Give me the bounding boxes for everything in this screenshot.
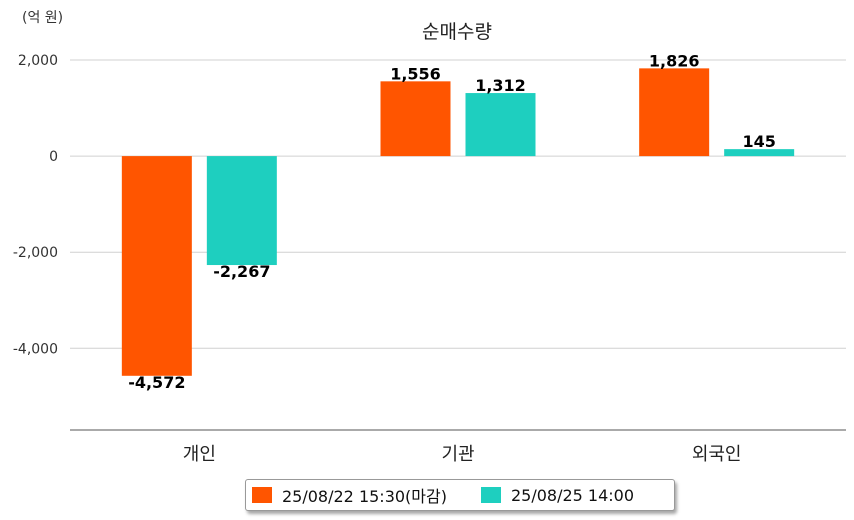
data-label: -4,572: [128, 373, 185, 392]
legend-label: 25/08/22 15:30(마감): [282, 487, 447, 506]
chart-title: 순매수량: [422, 21, 492, 43]
bar-1-1[interactable]: [121, 156, 192, 376]
legend-swatch: [252, 487, 272, 503]
data-label: 1,556: [390, 64, 441, 83]
y-axis: 2,000 0 -2,000 -4,000: [13, 53, 58, 357]
data-labels: -4,572 -2,267 1,556 1,312 1,826 145: [128, 51, 776, 391]
legend-swatch: [480, 487, 501, 503]
legend-item-series-1[interactable]: 25/08/22 15:30(마감): [252, 483, 447, 507]
x-tick-label: 외국인: [692, 444, 742, 465]
legend-label: 25/08/25 14:00: [510, 485, 635, 505]
x-axis: 개인 기관 외국인: [183, 444, 742, 465]
x-tick-label: 기관: [441, 444, 474, 465]
bar-2-1[interactable]: [206, 156, 277, 266]
bar-2-3[interactable]: [724, 149, 795, 157]
y-tick-label: -4,000: [13, 341, 58, 357]
y-tick-label: 0: [49, 149, 58, 165]
legend: 25/08/22 15:30(마감) 25/08/25 14:00: [245, 479, 675, 511]
bar-2-2[interactable]: [465, 93, 536, 157]
bar-chart: (억 원) 순매수량 2,000 0 -2,000 -4,000 -4,572 -2,2…: [13, 10, 846, 465]
data-label: 1,826: [649, 51, 700, 70]
y-tick-label: 2,000: [18, 53, 58, 69]
legend-item-series-2[interactable]: 25/08/25 14:00: [480, 485, 635, 505]
y-tick-label: -2,000: [13, 245, 58, 261]
unit-label: (억 원): [22, 10, 63, 26]
grid-lines: [70, 59, 846, 349]
x-tick-label: 개인: [183, 444, 216, 465]
data-label: 1,312: [475, 76, 526, 95]
bar-1-3[interactable]: [639, 68, 710, 157]
data-label: -2,267: [213, 262, 270, 281]
bar-1-2[interactable]: [380, 81, 451, 157]
bars: [121, 68, 795, 376]
data-label: 145: [742, 132, 775, 151]
